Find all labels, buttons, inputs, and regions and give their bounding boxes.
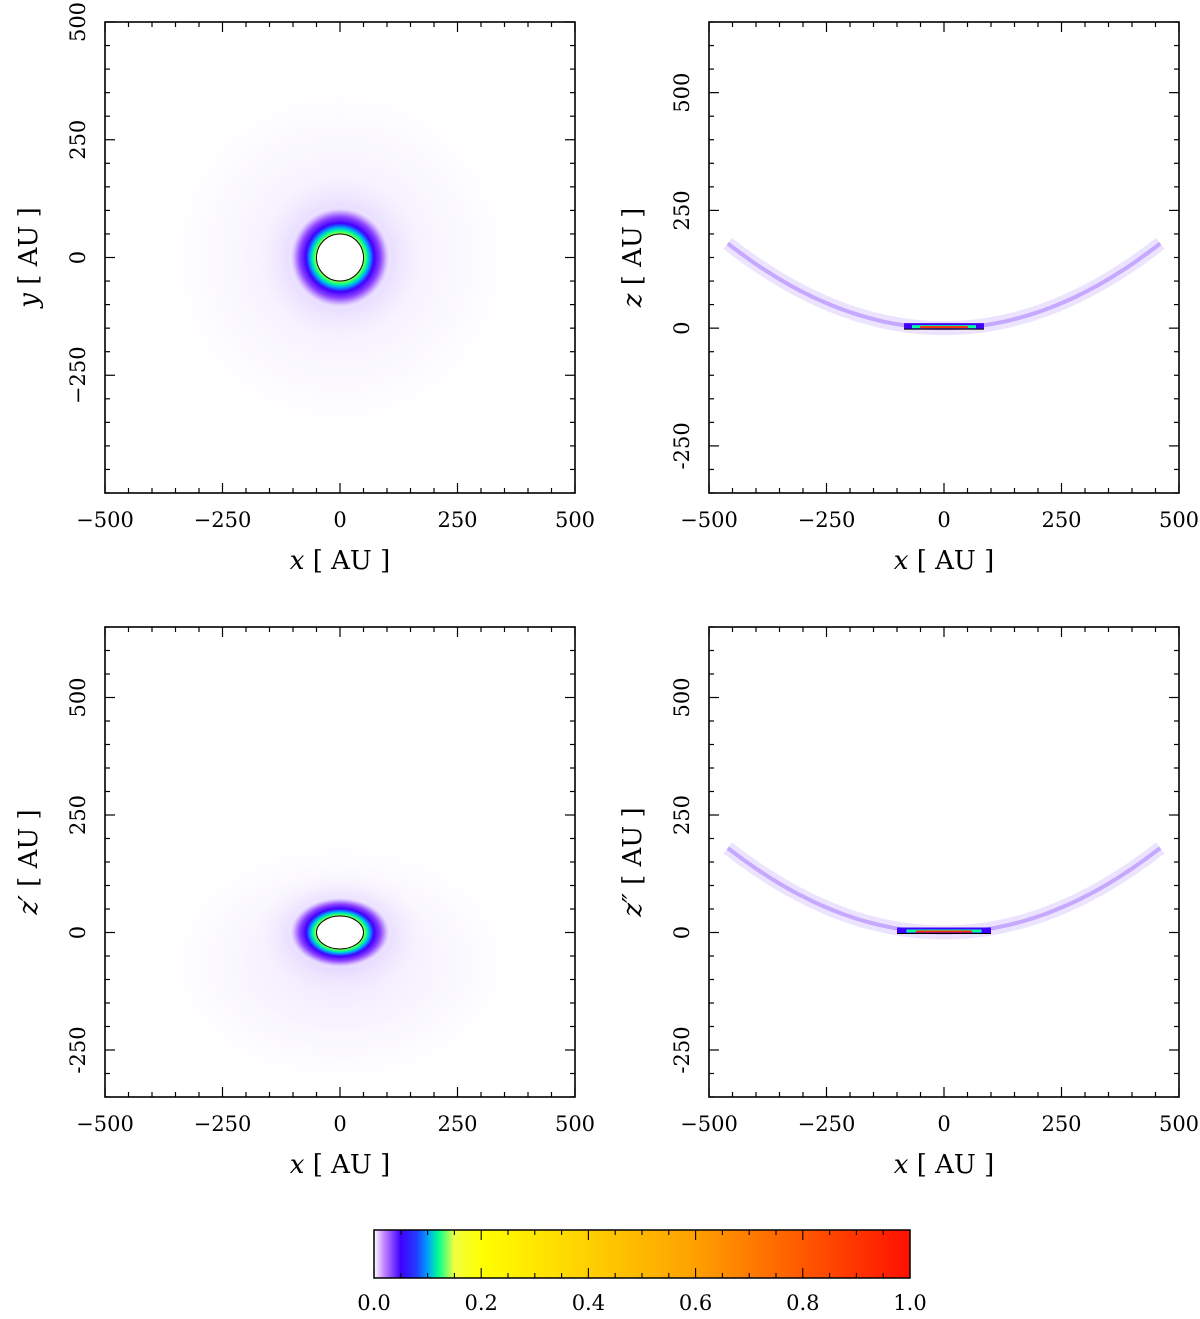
x-tick-label: −500: [76, 1112, 134, 1136]
x-tick-label: 0: [937, 508, 950, 532]
heatmap-bottom-right: [723, 842, 1165, 940]
y-tick-label: 0: [670, 926, 694, 939]
y-axis-var: y: [14, 293, 44, 309]
y-tick-label: −250: [66, 346, 90, 404]
y-axis-var: z′: [14, 895, 44, 916]
x-tick-label: 500: [1159, 508, 1199, 532]
y-axis-unit: [ AU ]: [618, 208, 648, 294]
y-tick-label: 500: [670, 73, 694, 113]
y-axis-label: z″ [ AU ]: [618, 807, 648, 917]
x-axis-label: x [ AU ]: [290, 546, 390, 576]
y-axis-label: y [ AU ]: [14, 207, 44, 308]
x-tick-label: 250: [437, 508, 477, 532]
y-tick-label: 0: [670, 321, 694, 334]
y-tick-label: 0: [66, 251, 90, 264]
heatmap-top-left: [133, 50, 547, 465]
x-tick-label: 500: [555, 1112, 595, 1136]
colorbar-bar: [373, 1229, 911, 1279]
arc-line: [726, 241, 1162, 331]
x-tick-label: −250: [194, 1112, 252, 1136]
x-tick-label: −500: [680, 1112, 738, 1136]
x-tick-label: 250: [1041, 508, 1081, 532]
y-axis-var: z: [618, 293, 648, 308]
colorbar: 0.0 0.2 0.4 0.6 0.8 1.0: [357, 1229, 927, 1315]
x-axis-unit: [ AU ]: [908, 546, 994, 576]
x-tick-label: 0: [333, 1112, 346, 1136]
colorbar-tick-label: 0.2: [464, 1291, 497, 1315]
central-hole: [316, 233, 364, 282]
heatmap-bottom-left: [133, 817, 547, 1097]
y-tick-label: 0: [66, 926, 90, 939]
y-axis-var: z″: [618, 893, 648, 918]
colorbar-tick-label: 0.4: [572, 1291, 605, 1315]
y-axis-unit: [ AU ]: [618, 807, 648, 893]
x-axis-var: x: [290, 546, 305, 576]
x-axis-var: x: [894, 546, 909, 576]
x-axis-unit: [ AU ]: [304, 546, 390, 576]
colorbar-tick-label: 1.0: [893, 1291, 926, 1315]
x-axis-var: x: [290, 1150, 305, 1180]
colorbar-tick-label: 0.0: [357, 1291, 390, 1315]
x-tick-label: 500: [1159, 1112, 1199, 1136]
x-tick-label: 500: [555, 508, 595, 532]
y-tick-label: 500: [66, 677, 90, 717]
y-axis-unit: [ AU ]: [14, 207, 44, 293]
x-tick-label: 0: [937, 1112, 950, 1136]
x-axis-var: x: [894, 1150, 909, 1180]
y-tick-label: -250: [670, 1026, 694, 1073]
y-tick-label: 250: [670, 190, 694, 230]
x-tick-label: 250: [1041, 1112, 1081, 1136]
x-tick-label: −250: [798, 1112, 856, 1136]
central-hole: [316, 915, 364, 950]
x-tick-label: 0: [333, 508, 346, 532]
x-tick-label: 250: [437, 1112, 477, 1136]
heatmap-top-right: [723, 237, 1165, 336]
x-tick-label: −500: [76, 508, 134, 532]
colorbar-tick-label: 0.8: [786, 1291, 819, 1315]
x-tick-label: −250: [798, 508, 856, 532]
y-tick-label: -250: [66, 1026, 90, 1073]
x-axis-unit: [ AU ]: [908, 1150, 994, 1180]
y-axis-unit: [ AU ]: [14, 809, 44, 895]
colorbar-tick-label: 0.6: [679, 1291, 712, 1315]
y-tick-label: 500: [670, 677, 694, 717]
plot-frame: [708, 21, 1180, 494]
arc-line: [726, 846, 1162, 935]
y-axis-label: z′ [ AU ]: [14, 809, 44, 915]
x-axis-label: x [ AU ]: [894, 1150, 994, 1180]
x-tick-label: −250: [194, 508, 252, 532]
x-axis-label: x [ AU ]: [290, 1150, 390, 1180]
x-tick-label: −500: [680, 508, 738, 532]
y-axis-label: z [ AU ]: [618, 208, 648, 308]
y-tick-label: -250: [670, 422, 694, 469]
x-axis-unit: [ AU ]: [304, 1150, 390, 1180]
y-tick-label: 500: [66, 2, 90, 42]
y-tick-label: 250: [670, 795, 694, 835]
arc-core-inner: [920, 326, 968, 329]
arc-core-inner: [915, 930, 973, 933]
plot-frame: [708, 626, 1180, 1098]
x-axis-label: x [ AU ]: [894, 546, 994, 576]
y-tick-label: 250: [66, 795, 90, 835]
y-tick-label: 250: [66, 120, 90, 160]
